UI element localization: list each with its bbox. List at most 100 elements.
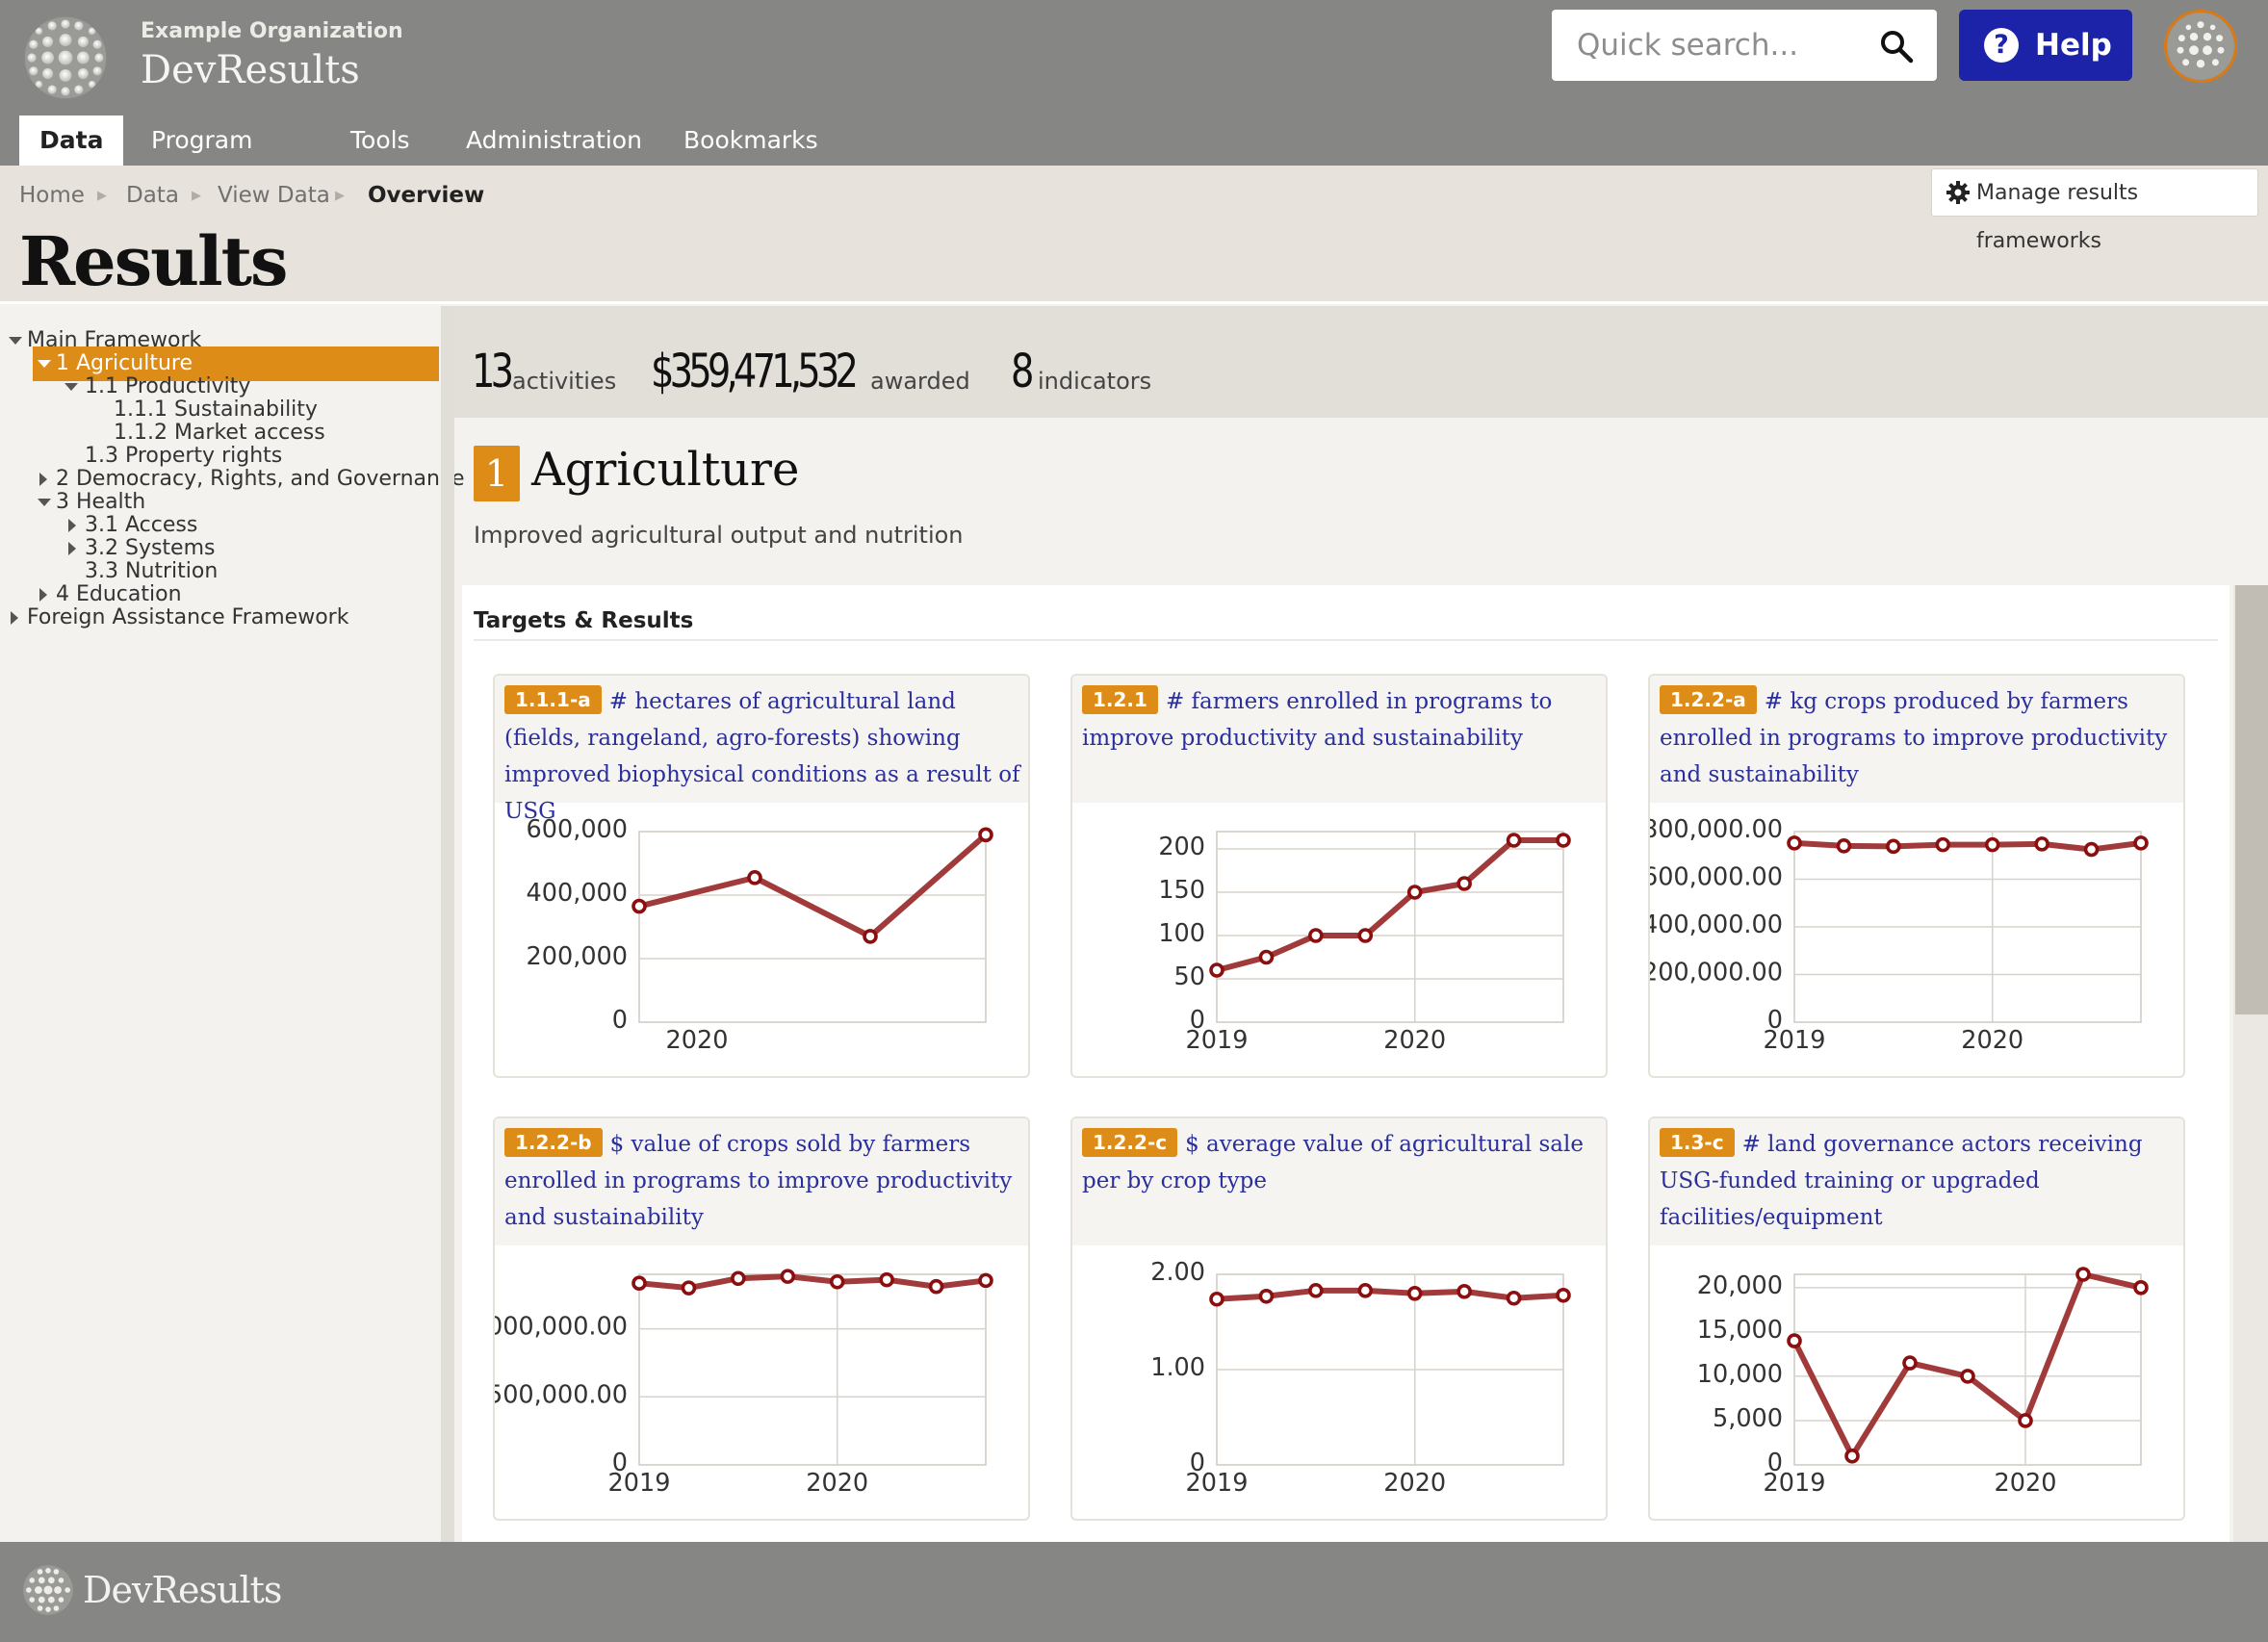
indicators-label: indicators [1038, 368, 1152, 395]
activities-label: activities [512, 368, 617, 395]
tree-item-agriculture[interactable]: 1 Agriculture [33, 346, 439, 381]
breadcrumb-separator-icon: ▶ [192, 189, 201, 203]
indicator-line-chart: 600,000 400,000 200,000 0 2020 [527, 815, 993, 1055]
y-tick-label: 50 [1174, 962, 1205, 991]
y-tick-label: 400,000.00 [1650, 911, 1783, 939]
indicator-link[interactable]: 1.2.2-a # kg crops produced by farmers en… [1660, 683, 2179, 793]
tree-item-foreign-assistance[interactable]: Foreign Assistance Framework [6, 601, 429, 635]
nav-tab-administration[interactable]: Administration [466, 126, 642, 154]
x-tick-label: 2020 [1995, 1469, 2057, 1498]
tree-item-productivity[interactable]: 1.1 Productivity [62, 370, 427, 404]
caret-right-icon[interactable] [35, 577, 52, 612]
data-point [2083, 841, 2100, 858]
data-point [978, 827, 993, 843]
tree-item-label: 3 Health [56, 490, 146, 514]
y-tick-label: 1,000,000.00 [495, 1313, 628, 1342]
indicator-link[interactable]: 1.1.1-a # hectares of agricultural land (… [504, 683, 1024, 830]
caret-down-icon[interactable] [35, 485, 52, 520]
indicator-title: # land governance actors receiving USG-f… [1660, 1132, 2143, 1230]
indicator-link[interactable]: 1.3-c # land governance actors receiving … [1660, 1126, 2179, 1236]
indicator-card: 1.2.2-c $ average value of agricultural s… [1070, 1116, 1608, 1521]
data-point [1836, 838, 1852, 854]
manage-results-frameworks-button[interactable]: Manage results frameworks [1931, 168, 2258, 253]
data-point [928, 1278, 944, 1295]
tree-item-label: 3.1 Access [85, 513, 198, 537]
caret-down-icon[interactable] [6, 323, 23, 358]
search-icon[interactable] [1879, 29, 1914, 64]
breadcrumb-data[interactable]: Data [126, 183, 179, 208]
indicator-code-badge: 1.1.1-a [504, 685, 602, 714]
y-tick-label: 600,000 [527, 815, 628, 844]
tree-item-education[interactable]: 4 Education [35, 577, 439, 612]
indicators-count[interactable]: 8 [1011, 345, 1034, 398]
caret-right-icon[interactable] [35, 462, 52, 497]
quick-search [1552, 10, 1937, 81]
targets-results-title: Targets & Results [474, 608, 694, 633]
tree-item-nutrition[interactable]: 3.3 Nutrition [85, 554, 412, 589]
y-tick-label: 0 [612, 1006, 628, 1035]
data-point [1556, 1287, 1571, 1303]
data-point [863, 929, 878, 944]
nav-tab-tools[interactable]: Tools [350, 126, 410, 154]
nav-tab-program-info[interactable]: Program Info [151, 126, 253, 204]
caret-right-icon[interactable] [64, 531, 81, 566]
tree-item-label: 1.3 Property rights [85, 444, 283, 468]
indicator-code-badge: 1.3-c [1660, 1128, 1735, 1157]
activities-count[interactable]: 13 [472, 345, 514, 398]
scrollbar-thumb[interactable] [2235, 585, 2268, 1014]
user-avatar[interactable] [2164, 10, 2237, 83]
caret-right-icon[interactable] [64, 508, 81, 543]
tree-item-health[interactable]: 3 Health [35, 485, 439, 520]
nav-tab-bookmarks[interactable]: Bookmarks [683, 126, 818, 154]
card-header: 1.2.1 # farmers enrolled in programs to i… [1072, 676, 1606, 803]
nav-tab-data[interactable]: Data [19, 115, 124, 166]
y-tick-label: 15,000 [1697, 1316, 1783, 1345]
indicator-title: # farmers enrolled in programs to improv… [1082, 689, 1553, 751]
organization-name: Example Organization [141, 19, 403, 43]
indicator-link[interactable]: 1.2.2-c $ average value of agricultural s… [1082, 1126, 1602, 1199]
tree-item-market-access[interactable]: 1.1.2 Market access [114, 416, 422, 450]
chart-plot: 800,000.00 600,000.00 400,000.00 200,000.00… [1650, 815, 2149, 1055]
devresults-globe-logo[interactable] [21, 13, 110, 102]
app-name[interactable]: DevResults [141, 48, 360, 92]
tree-item-systems[interactable]: 3.2 Systems [64, 531, 429, 566]
indicator-link[interactable]: 1.2.2-b $ value of crops sold by farmers … [504, 1126, 1024, 1236]
caret-right-icon[interactable] [6, 601, 23, 635]
help-button[interactable]: ? Help [1959, 10, 2132, 81]
tree-item-property-rights[interactable]: 1.3 Property rights [85, 439, 412, 474]
tree-item-sustainability[interactable]: 1.1.1 Sustainability [114, 393, 422, 427]
tree-item-label: 2 Democracy, Rights, and Governance [56, 467, 465, 491]
data-point [631, 1275, 647, 1291]
x-tick-label: 2020 [1383, 1026, 1446, 1055]
data-point [1456, 1284, 1472, 1299]
data-point [1960, 1369, 1975, 1384]
section-number-badge: 1 [474, 446, 520, 501]
indicator-title: $ average value of agricultural sale per… [1082, 1132, 1584, 1193]
tree-item-label: 1.1 Productivity [85, 374, 251, 398]
indicator-code-badge: 1.2.2-c [1082, 1128, 1178, 1157]
y-tick-label: 100 [1158, 919, 1205, 948]
breadcrumb-home[interactable]: Home [19, 183, 85, 208]
data-point [1308, 1283, 1324, 1298]
x-tick-label: 2020 [666, 1026, 729, 1055]
caret-down-icon[interactable] [35, 346, 52, 381]
tree-item-democracy[interactable]: 2 Democracy, Rights, and Governance [35, 462, 465, 497]
data-point [1357, 1283, 1374, 1298]
section-description: Improved agricultural output and nutriti… [474, 522, 964, 549]
indicator-title: # hectares of agricultural land (fields,… [504, 689, 1020, 824]
tree-item-access[interactable]: 3.1 Access [64, 508, 429, 543]
quick-search-input[interactable] [1577, 10, 1866, 81]
series-line [638, 833, 988, 939]
caret-down-icon[interactable] [62, 370, 79, 404]
sidebar-resize-handle[interactable] [441, 306, 454, 1542]
breadcrumb-view-data[interactable]: View Data [218, 183, 330, 208]
summary-stats: 13 activities $359,471,532 awarded 8 ind… [454, 306, 2268, 418]
avatar-globe-icon [2167, 13, 2234, 80]
data-point [2034, 836, 2049, 852]
indicator-link[interactable]: 1.2.1 # farmers enrolled in programs to i… [1082, 683, 1602, 757]
card-header: 1.3-c # land governance actors receiving … [1650, 1118, 2183, 1245]
